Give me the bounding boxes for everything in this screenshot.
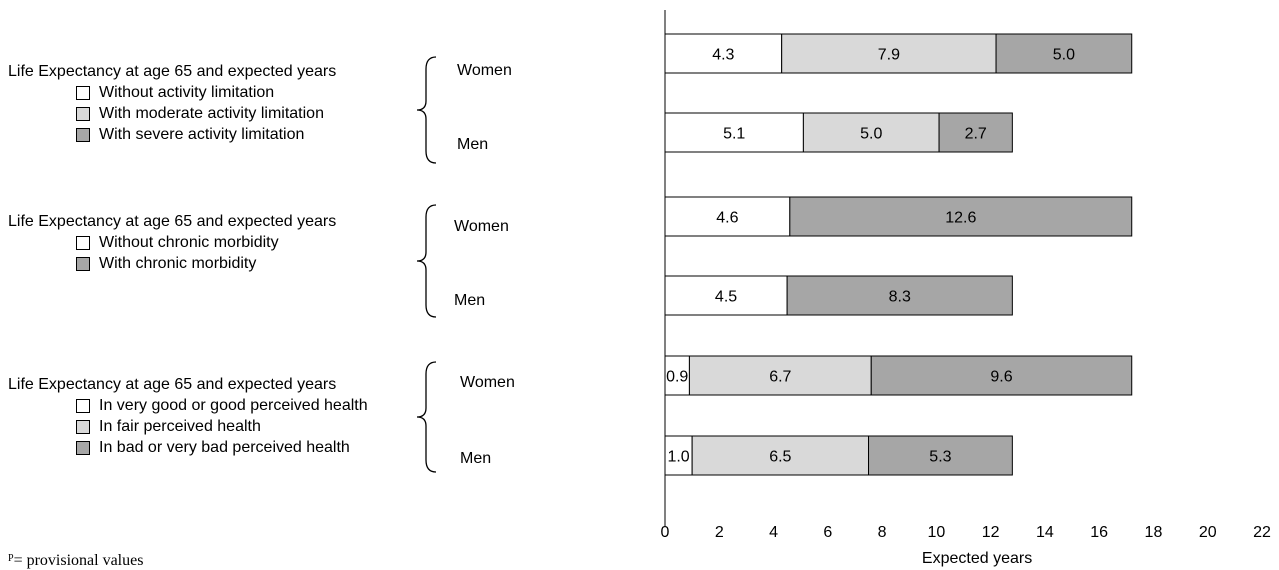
- data-label: 5.0: [860, 126, 882, 143]
- bar-segment: [868, 435, 1013, 476]
- women-label: Women: [454, 218, 509, 235]
- bar-segment: [664, 275, 788, 316]
- legend-swatch: [76, 235, 90, 250]
- legend-group-morbidity: Life Expectancy at age 65 and expected y…: [8, 212, 336, 274]
- legend-swatch: [76, 440, 90, 455]
- legend-item: In very good or good perceived health: [76, 395, 368, 416]
- stacked-bar-chart: 4.3 7.9 5.0 5.1 5.0 2.7 4.6 12.6 4.5 8.3 0.9 6.7 9.6…: [661, 10, 1271, 567]
- legend-swatch: [76, 127, 90, 142]
- bar-segment: [664, 435, 693, 476]
- legend-group-title: Life Expectancy at age 65 and expected y…: [8, 63, 337, 80]
- legend-item: In bad or very bad perceived health: [76, 437, 368, 458]
- data-label: 5.1: [723, 126, 745, 143]
- bar-segment: [870, 355, 1133, 396]
- bar-segment: [688, 355, 872, 396]
- x-tick-label: 8: [878, 524, 887, 541]
- legend-label: With moderate activity limitation: [99, 105, 324, 122]
- women-label: Women: [457, 62, 512, 79]
- bar-segment: [938, 112, 1013, 153]
- legend-label: In fair perceived health: [99, 418, 261, 435]
- x-tick-label: 6: [823, 524, 832, 541]
- legend-item: With chronic morbidity: [76, 253, 336, 274]
- data-label: 5.0: [1053, 47, 1075, 64]
- data-label: 4.5: [715, 289, 737, 306]
- data-label: 6.7: [769, 369, 791, 386]
- legend-item: With severe activity limitation: [76, 124, 336, 145]
- legend-label: In very good or good perceived health: [99, 397, 368, 414]
- curly-brace-icon: [416, 361, 437, 473]
- x-axis-title: Expected years: [922, 550, 1032, 567]
- men-label: Men: [460, 450, 492, 467]
- legend-swatch: [76, 419, 90, 434]
- legend-group-title: Life Expectancy at age 65 and expected y…: [8, 376, 337, 393]
- x-tick-label: 18: [1145, 524, 1163, 541]
- legend-group-title: Life Expectancy at age 65 and expected y…: [8, 213, 337, 230]
- bar-segment: [691, 435, 870, 476]
- x-tick-label: 10: [927, 524, 945, 541]
- men-label: Men: [457, 136, 489, 153]
- x-tick-label: 12: [982, 524, 1000, 541]
- legend-group-activity: Life Expectancy at age 65 and expected y…: [8, 62, 336, 145]
- legend-swatch: [76, 398, 90, 413]
- data-label: 5.3: [929, 449, 951, 466]
- bar-segment: [789, 196, 1133, 237]
- x-tick-label: 14: [1036, 524, 1054, 541]
- data-label: 4.3: [712, 47, 734, 64]
- legend-item: With moderate activity limitation: [76, 103, 336, 124]
- legend-swatch: [76, 85, 90, 100]
- legend-group-perceived-health: Life Expectancy at age 65 and expected y…: [8, 375, 368, 458]
- data-label: 2.7: [965, 126, 987, 143]
- x-tick-label: 22: [1253, 524, 1271, 541]
- legend-label: With severe activity limitation: [99, 126, 305, 143]
- data-label: 9.6: [990, 369, 1012, 386]
- x-tick-label: 4: [769, 524, 778, 541]
- footnote: P= provisional values: [8, 552, 143, 570]
- legend-label: In bad or very bad perceived health: [99, 439, 350, 456]
- legend-item: Without activity limitation: [76, 82, 336, 103]
- bar-segment: [786, 275, 1013, 316]
- legend-label: With chronic morbidity: [99, 255, 257, 272]
- data-label: 12.6: [945, 210, 976, 227]
- data-label: 0.9: [666, 369, 688, 386]
- footnote-text: = provisional values: [13, 552, 144, 569]
- x-tick-label: 0: [661, 524, 670, 541]
- curly-brace-icon: [416, 56, 437, 164]
- data-label: 7.9: [878, 47, 900, 64]
- data-label: 6.5: [769, 449, 791, 466]
- bar-segment: [995, 33, 1133, 74]
- men-label: Men: [454, 292, 486, 309]
- legend-item: In fair perceived health: [76, 416, 368, 437]
- curly-brace-icon: [416, 204, 437, 318]
- legend-item: Without chronic morbidity: [76, 232, 336, 253]
- x-tick-label: 20: [1199, 524, 1217, 541]
- legend-swatch: [76, 106, 90, 121]
- data-label: 1.0: [667, 449, 689, 466]
- data-label: 4.6: [716, 210, 738, 227]
- data-label: 8.3: [889, 289, 911, 306]
- bar-segment: [781, 33, 997, 74]
- legend-label: Without chronic morbidity: [99, 234, 279, 251]
- legend-swatch: [76, 256, 90, 271]
- footnote-marker: P: [8, 553, 14, 564]
- x-tick-label: 16: [1090, 524, 1108, 541]
- legend-label: Without activity limitation: [99, 84, 275, 101]
- bar-segment: [664, 355, 690, 396]
- women-label: Women: [460, 374, 515, 391]
- x-tick-label: 2: [715, 524, 724, 541]
